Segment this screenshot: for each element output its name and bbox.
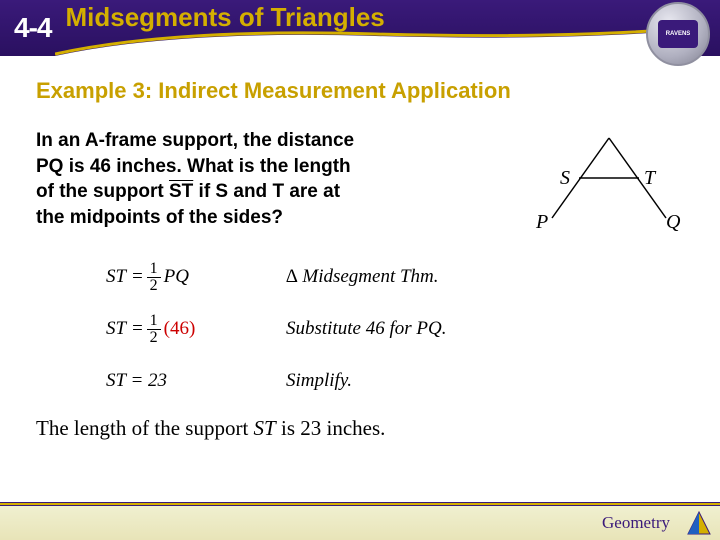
step-2-reason: Substitute 46 for PQ.: [286, 318, 446, 340]
problem-row: In an A-frame support, the distance PQ i…: [36, 128, 684, 238]
slide-content: Example 3: Indirect Measurement Applicat…: [0, 56, 720, 402]
problem-text: In an A-frame support, the distance PQ i…: [36, 128, 514, 231]
step-3-reason: Simplify.: [286, 370, 352, 392]
step-3: ST = 23 Simplify.: [106, 360, 684, 402]
label-t: T: [644, 167, 657, 189]
step-1-equation: ST = 1 2 PQ: [106, 261, 286, 294]
triangle-diagram: S T P Q: [534, 128, 684, 238]
step2-val: 46: [170, 318, 189, 340]
problem-line1: In an A-frame support, the distance: [36, 130, 354, 151]
step2-paren-close: ): [189, 318, 195, 340]
step-1: ST = 1 2 PQ ∆ Midsegment Thm.: [106, 256, 684, 298]
title-wrap: Midsegments of Triangles: [65, 0, 720, 56]
step2-frac: 1 2: [147, 313, 161, 346]
step1-den: 2: [147, 278, 161, 294]
example-title: Example 3: Indirect Measurement Applicat…: [36, 78, 684, 104]
step-2-equation: ST = 1 2 (46): [106, 313, 286, 346]
conclusion-a: The length of the support: [36, 416, 254, 440]
label-p: P: [535, 211, 548, 233]
step1-rhs: PQ: [164, 266, 189, 288]
step1-reason-text: Midsegment Thm.: [298, 266, 439, 287]
slide-footer: Geometry: [0, 502, 720, 540]
problem-line3a: of the support: [36, 181, 169, 202]
slide-title: Midsegments of Triangles: [65, 2, 384, 33]
footer-bar: Geometry: [0, 506, 720, 540]
step2-lhs: ST: [106, 318, 126, 340]
step-2: ST = 1 2 (46) Substitute 46 for PQ.: [106, 308, 684, 350]
footer-icon: [684, 508, 714, 538]
subject-label: Geometry: [602, 513, 670, 533]
step2-num: 1: [147, 313, 161, 330]
logo-label: RAVENS: [658, 20, 698, 48]
conclusion-b: is 23 inches.: [276, 416, 386, 440]
step1-eq: =: [131, 266, 144, 288]
solution-steps: ST = 1 2 PQ ∆ Midsegment Thm. ST = 1 2 (…: [36, 256, 684, 402]
step1-num: 1: [147, 261, 161, 278]
step1-lhs: ST: [106, 266, 126, 288]
step1-frac: 1 2: [147, 261, 161, 294]
label-q: Q: [666, 211, 681, 233]
problem-line2: PQ is 46 inches. What is the length: [36, 156, 351, 177]
conclusion-seg: ST: [254, 416, 276, 440]
school-logo: RAVENS: [646, 2, 710, 66]
label-s: S: [560, 167, 570, 189]
slide-header: 4-4 Midsegments of Triangles RAVENS: [0, 0, 720, 56]
problem-line3b: if S and T are at: [193, 181, 340, 202]
problem-line4: the midpoints of the sides?: [36, 207, 283, 228]
segment-st: ST: [169, 181, 193, 202]
step-3-equation: ST = 23: [106, 370, 286, 392]
conclusion: The length of the support ST is 23 inche…: [0, 416, 720, 441]
step2-den: 2: [147, 330, 161, 346]
step2-eq: =: [131, 318, 144, 340]
step-1-reason: ∆ Midsegment Thm.: [286, 266, 439, 288]
delta-symbol: ∆: [286, 266, 298, 287]
